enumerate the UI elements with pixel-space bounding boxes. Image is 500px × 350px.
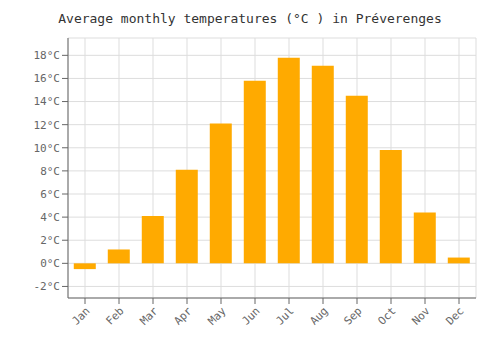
svg-text:May: May [205, 304, 229, 328]
svg-text:Mar: Mar [137, 304, 161, 328]
svg-text:14°C: 14°C [34, 95, 61, 108]
svg-text:Jun: Jun [239, 304, 262, 327]
svg-text:Dec: Dec [443, 304, 466, 327]
svg-text:Jan: Jan [69, 304, 92, 327]
svg-text:4°C: 4°C [40, 211, 60, 224]
svg-text:Apr: Apr [171, 304, 195, 328]
svg-text:Sep: Sep [341, 304, 364, 327]
svg-text:0°C: 0°C [40, 257, 60, 270]
svg-text:Feb: Feb [103, 304, 126, 327]
svg-text:18°C: 18°C [34, 49, 61, 62]
svg-text:-2°C: -2°C [34, 280, 61, 293]
svg-text:Jul: Jul [273, 304, 296, 327]
svg-text:6°C: 6°C [40, 188, 60, 201]
svg-text:12°C: 12°C [34, 119, 61, 132]
svg-text:10°C: 10°C [34, 142, 61, 155]
svg-text:Aug: Aug [307, 304, 330, 327]
svg-text:16°C: 16°C [34, 72, 61, 85]
svg-text:8°C: 8°C [40, 165, 60, 178]
svg-text:Oct: Oct [375, 304, 398, 327]
html-text:Average monthly temperatures (: Average monthly temperatures (°C ) in Pr… [58, 11, 442, 26]
svg-text:Nov: Nov [409, 304, 433, 328]
svg-text:2°C: 2°C [40, 234, 60, 247]
